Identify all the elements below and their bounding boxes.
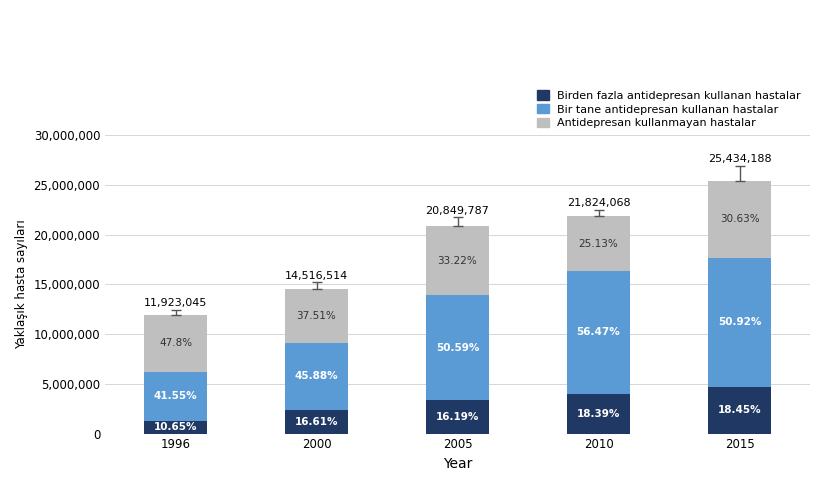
Text: 50.59%: 50.59%: [436, 343, 479, 352]
Text: 18.39%: 18.39%: [577, 409, 620, 418]
Text: 20,849,787: 20,849,787: [426, 206, 489, 216]
Text: 25,434,188: 25,434,188: [708, 154, 771, 164]
Bar: [567, 271, 630, 394]
Text: 16.61%: 16.61%: [295, 417, 338, 427]
Bar: [708, 387, 771, 434]
Text: 18.45%: 18.45%: [718, 405, 761, 415]
Text: 45.88%: 45.88%: [295, 371, 338, 382]
Text: 50.92%: 50.92%: [718, 317, 761, 328]
Text: 47.8%: 47.8%: [159, 338, 192, 348]
Text: 16.19%: 16.19%: [436, 412, 479, 422]
Bar: [426, 400, 489, 434]
Bar: [426, 226, 489, 295]
Bar: [708, 180, 771, 258]
Text: 41.55%: 41.55%: [153, 391, 197, 401]
Text: 10.65%: 10.65%: [153, 422, 197, 432]
X-axis label: Year: Year: [443, 457, 472, 471]
Text: 56.47%: 56.47%: [577, 328, 620, 337]
Bar: [426, 295, 489, 400]
Text: 33.22%: 33.22%: [437, 256, 478, 266]
Bar: [567, 216, 630, 271]
Bar: [708, 258, 771, 387]
Text: 11,923,045: 11,923,045: [144, 298, 207, 309]
Y-axis label: Yaklaşık hasta sayıları: Yaklaşık hasta sayıları: [15, 220, 28, 349]
Text: 21,824,068: 21,824,068: [567, 198, 630, 208]
Bar: [285, 343, 348, 410]
Text: 30.63%: 30.63%: [719, 214, 759, 225]
Bar: [567, 394, 630, 434]
Text: 14,516,514: 14,516,514: [285, 271, 348, 281]
Legend: Birden fazla antidepresan kullanan hastalar, Bir tane antidepresan kullanan hast: Birden fazla antidepresan kullanan hasta…: [534, 87, 804, 132]
Text: 25.13%: 25.13%: [578, 239, 619, 249]
Bar: [144, 421, 207, 434]
Bar: [144, 372, 207, 421]
Bar: [285, 410, 348, 434]
Bar: [285, 289, 348, 343]
Text: 37.51%: 37.51%: [297, 311, 337, 321]
Bar: [144, 315, 207, 372]
